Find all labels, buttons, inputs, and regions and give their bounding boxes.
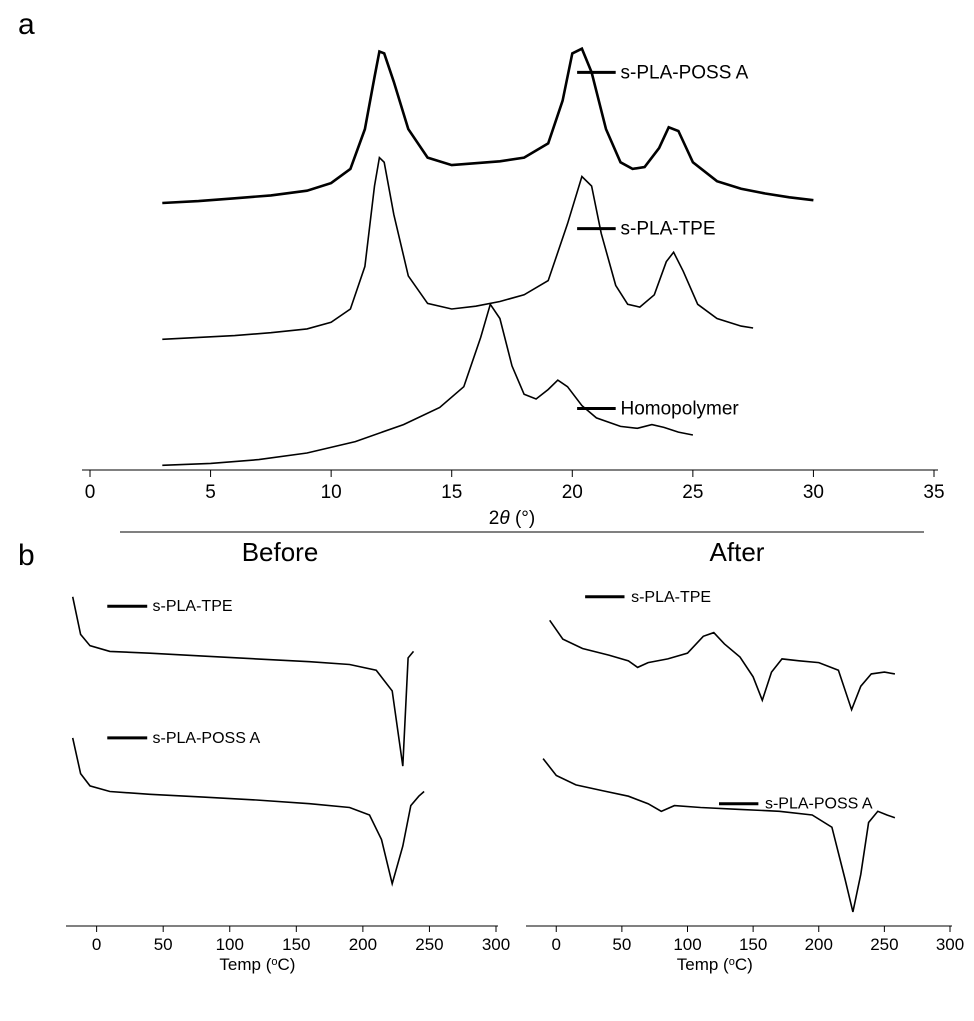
panel-b-label: b bbox=[18, 539, 35, 573]
trace-s-pla-tpe bbox=[550, 620, 895, 709]
panel-a-label: a bbox=[18, 8, 35, 42]
x-tick-label: 150 bbox=[739, 935, 767, 954]
legend-label: Homopolymer bbox=[621, 398, 740, 419]
panel-b: b Before s-PLA-TPEs-PLA-POSS A0501001502… bbox=[10, 541, 964, 1011]
x-tick-label: 200 bbox=[805, 935, 833, 954]
figure: a s-PLA-POSS A s-PLA-TPE Homopolymer 0 5 10 15… bbox=[10, 10, 964, 1011]
x-tick-label: 35 bbox=[923, 482, 944, 503]
trace-s-pla-poss-a bbox=[73, 738, 424, 884]
x-tick-label: 300 bbox=[482, 935, 510, 954]
x-tick-label: 250 bbox=[415, 935, 443, 954]
x-tick-label: 30 bbox=[803, 482, 824, 503]
x-tick-label: 5 bbox=[205, 482, 216, 503]
legend-label: s-PLA-POSS A bbox=[621, 62, 749, 83]
trace-homopolymer bbox=[162, 304, 693, 465]
x-tick-label: 200 bbox=[349, 935, 377, 954]
x-tick-label: 100 bbox=[673, 935, 701, 954]
legend-label: s-PLA-POSS A bbox=[153, 730, 261, 747]
x-tick-label: 0 bbox=[85, 482, 96, 503]
panel-b-right-title: After bbox=[510, 537, 964, 568]
x-tick-label: 20 bbox=[562, 482, 583, 503]
x-tick-label: 0 bbox=[92, 935, 101, 954]
dsc-before-chart: s-PLA-TPE s-PLA-POSS A 0 50 100 150 200 250 300 T… bbox=[50, 568, 510, 988]
legend-label: s-PLA-POSS A bbox=[765, 796, 873, 813]
x-tick-label: 0 bbox=[552, 935, 561, 954]
x-axis-label: 2θ (°) bbox=[489, 508, 535, 529]
x-tick-label: 10 bbox=[321, 482, 342, 503]
x-axis-label: Temp (oC) bbox=[677, 955, 753, 974]
legend-label: s-PLA-TPE bbox=[621, 219, 716, 240]
panel-a: a s-PLA-POSS A s-PLA-TPE Homopolymer 0 5 10 15… bbox=[10, 10, 964, 540]
legend-label: s-PLA-TPE bbox=[153, 598, 233, 615]
x-tick-label: 300 bbox=[936, 935, 964, 954]
dsc-after-chart: s-PLA-TPE s-PLA-POSS A 0 50 100 150 200 250 300 T… bbox=[510, 568, 964, 988]
x-tick-label: 50 bbox=[154, 935, 173, 954]
x-axis-label: Temp (oC) bbox=[219, 955, 295, 974]
trace-s-pla-poss-a bbox=[543, 759, 895, 912]
x-tick-label: 50 bbox=[612, 935, 631, 954]
legend-label: s-PLA-TPE bbox=[631, 589, 711, 606]
x-tick-label: 100 bbox=[216, 935, 244, 954]
trace-s-pla-tpe bbox=[162, 158, 753, 340]
xrd-chart: s-PLA-POSS A s-PLA-TPE Homopolymer 0 5 10 15 20… bbox=[10, 10, 964, 540]
x-tick-label: 15 bbox=[441, 482, 462, 503]
x-tick-label: 150 bbox=[282, 935, 310, 954]
panel-b-left-title: Before bbox=[50, 537, 510, 568]
x-tick-label: 250 bbox=[870, 935, 898, 954]
x-tick-label: 25 bbox=[682, 482, 703, 503]
